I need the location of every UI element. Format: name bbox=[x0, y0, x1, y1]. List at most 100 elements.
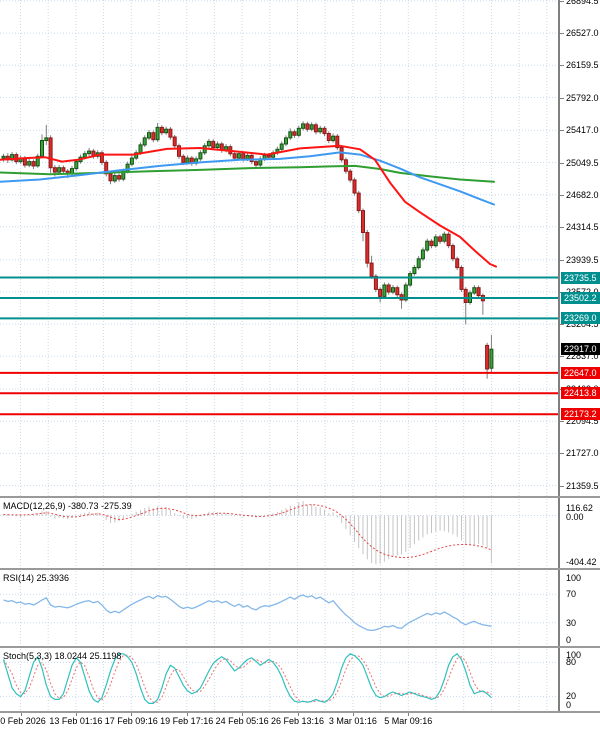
macd-panel[interactable]: MACD(12,26,9) -380.73 -275.39 bbox=[0, 499, 558, 568]
price-axis-tick bbox=[560, 97, 564, 99]
bear-candle bbox=[446, 233, 451, 247]
bear-candle bbox=[395, 287, 400, 296]
price-tick-label: 26159.5 bbox=[566, 60, 599, 71]
candles bbox=[1, 121, 494, 379]
bull-candle bbox=[35, 155, 40, 167]
price-axis-tick bbox=[560, 485, 564, 487]
bear-candle bbox=[159, 126, 164, 134]
support-level-price-label: 23269.0 bbox=[561, 312, 600, 325]
price-axis-tick bbox=[560, 453, 564, 455]
bull-candle bbox=[138, 144, 143, 154]
bear-candle bbox=[172, 136, 177, 147]
price-tick-label: 25792.0 bbox=[566, 92, 599, 103]
bear-candle bbox=[361, 210, 365, 234]
macd-chart[interactable] bbox=[0, 499, 558, 568]
panel-separator[interactable] bbox=[0, 711, 600, 713]
price-tick-label: 23572.0 bbox=[566, 287, 599, 297]
rsi-line bbox=[3, 594, 492, 632]
bear-candle bbox=[450, 245, 455, 260]
bear-candle bbox=[254, 161, 258, 166]
date-label: 13 Feb 01:16 bbox=[49, 716, 103, 726]
rsi-label: RSI(14) 25.3936 bbox=[3, 573, 70, 583]
rsi-level-label: 30 bbox=[566, 617, 577, 628]
time-axis[interactable]: 10 Feb 2026 13 Feb 01:16 17 Feb 09:16 19 Fe… bbox=[0, 713, 600, 729]
stochastic-panel[interactable]: Stoch(5,3,3) 18.0244 25.1198 bbox=[0, 649, 558, 711]
macd-signal-line bbox=[3, 504, 492, 559]
grid-vertical-lines bbox=[20, 649, 548, 711]
bull-candle bbox=[382, 284, 387, 297]
price-tick-label: 21359.5 bbox=[566, 480, 599, 491]
price-axis-tick bbox=[560, 130, 564, 132]
stochastic-chart[interactable] bbox=[0, 649, 558, 711]
bull-candle bbox=[198, 152, 203, 160]
bear-candle bbox=[151, 132, 156, 141]
support-level-price-label: 23502.2 bbox=[561, 292, 600, 304]
bear-candle bbox=[117, 175, 122, 180]
time-axis-tick bbox=[408, 713, 410, 716]
stoch-level-label: 0 bbox=[566, 700, 572, 710]
bear-candle bbox=[181, 155, 186, 163]
bull-candle bbox=[206, 140, 211, 147]
bull-candle bbox=[472, 287, 477, 294]
support-level-price-label: 23735.5 bbox=[561, 271, 600, 284]
bull-candle bbox=[403, 284, 408, 301]
price-axis-tick bbox=[560, 65, 564, 67]
bull-candle bbox=[40, 140, 44, 157]
bull-candle bbox=[433, 236, 438, 247]
bear-candle bbox=[108, 173, 113, 182]
bear-candle bbox=[99, 152, 104, 163]
rsi-chart[interactable] bbox=[0, 571, 558, 646]
price-axis-tick bbox=[560, 421, 564, 423]
date-label: 3 Mar 01:16 bbox=[328, 716, 377, 726]
time-axis-tick bbox=[186, 713, 188, 716]
bull-candle bbox=[416, 258, 421, 269]
bear-candle bbox=[373, 275, 378, 290]
macd-min-label: -404.42 bbox=[566, 557, 597, 567]
bull-candle bbox=[57, 167, 62, 173]
rsi-level-label: 0 bbox=[566, 635, 572, 645]
bull-candle bbox=[87, 150, 92, 155]
bull-candle bbox=[442, 233, 447, 242]
price-axis[interactable]: 26894.5 26527.0 26159.5 25792.0 25417.0 25049… bbox=[558, 0, 600, 713]
price-axis-tick bbox=[560, 33, 564, 35]
price-tick-label: 25417.0 bbox=[566, 125, 599, 136]
ma-blue-line bbox=[0, 151, 495, 206]
bear-candle bbox=[249, 154, 254, 162]
bear-candle bbox=[211, 140, 216, 148]
bull-candle bbox=[147, 132, 151, 139]
date-label: 24 Feb 05:16 bbox=[215, 716, 269, 726]
bull-candle bbox=[236, 153, 241, 159]
bear-candle bbox=[378, 288, 383, 297]
bear-candle bbox=[326, 133, 331, 141]
bear-candle bbox=[352, 179, 357, 194]
grid-horizontal-lines bbox=[0, 0, 558, 487]
bull-candle bbox=[279, 143, 284, 150]
bear-candle bbox=[463, 288, 468, 303]
bear-candle bbox=[356, 192, 361, 212]
main-chart-panel[interactable] bbox=[0, 0, 558, 496]
bull-candle bbox=[331, 135, 336, 142]
macd-max-label: 116.62 bbox=[566, 503, 593, 513]
price-axis-tick bbox=[560, 324, 564, 325]
bear-candle bbox=[61, 167, 66, 172]
panel-separator[interactable] bbox=[0, 646, 600, 648]
bull-candle bbox=[408, 273, 413, 286]
bull-candle bbox=[288, 131, 293, 139]
panel-separator[interactable] bbox=[0, 568, 600, 570]
candlestick-chart[interactable] bbox=[0, 0, 558, 496]
bull-candle bbox=[129, 157, 134, 165]
price-tick-label: 26894.5 bbox=[566, 0, 599, 6]
bull-candle bbox=[74, 161, 79, 170]
bear-candle bbox=[31, 161, 36, 167]
rsi-panel[interactable]: RSI(14) 25.3936 bbox=[0, 571, 558, 646]
bear-candle bbox=[305, 123, 310, 130]
bear-candle bbox=[232, 153, 237, 159]
bull-candle bbox=[284, 137, 288, 145]
bear-candle bbox=[313, 124, 318, 133]
bear-candle bbox=[52, 167, 57, 173]
bull-candle bbox=[164, 128, 169, 134]
panel-separator[interactable] bbox=[0, 496, 600, 498]
bear-candle bbox=[241, 153, 246, 160]
price-tick-label: 26527.0 bbox=[566, 28, 599, 39]
stochastic-label: Stoch(5,3,3) 18.0244 25.1198 bbox=[3, 651, 122, 661]
